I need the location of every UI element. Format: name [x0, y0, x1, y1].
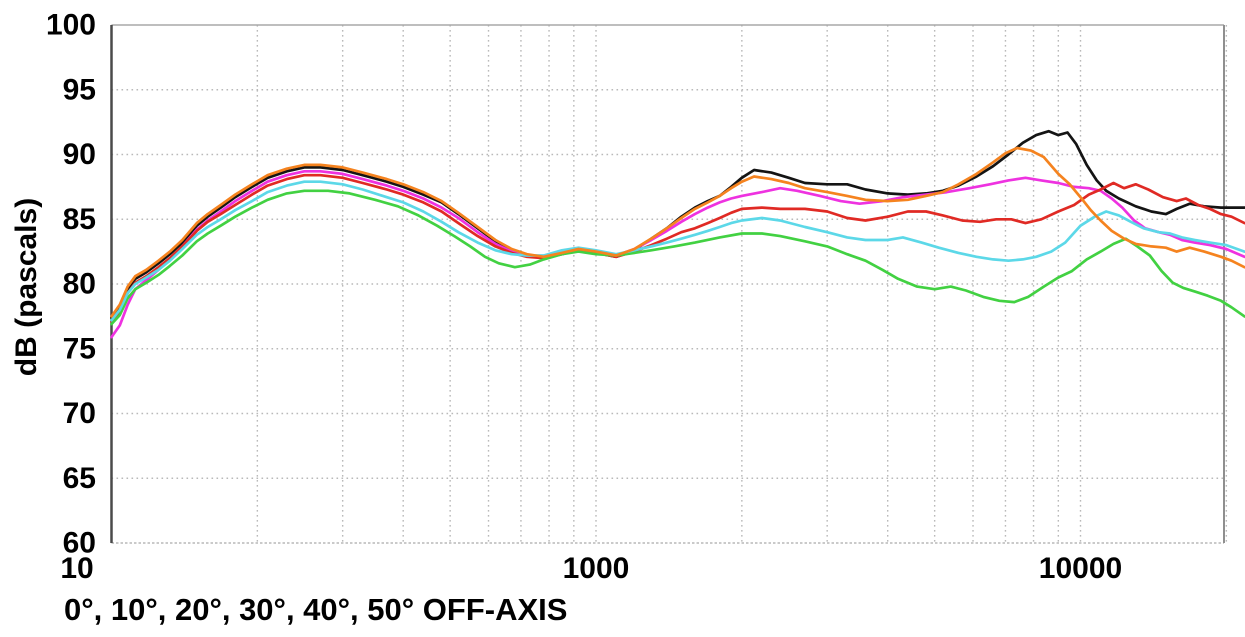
y-tick-label: 65 — [63, 462, 96, 495]
y-tick-label: 60 — [63, 527, 96, 560]
y-axis-title: dB (pascals) — [10, 197, 43, 377]
curve-20deg — [110, 169, 1245, 339]
y-tick-label: 70 — [63, 397, 96, 430]
y-tick-label: 75 — [63, 332, 96, 365]
curve-30deg — [110, 173, 1245, 323]
curve-40deg — [110, 180, 1245, 322]
y-tick-label: 85 — [63, 203, 96, 236]
off-axis-caption: 0°, 10°, 20°, 30°, 40°, 50° OFF-AXIS — [64, 592, 568, 627]
x-tick-label: 1000 — [563, 552, 630, 585]
x-tick-label: 10 — [60, 552, 93, 585]
y-tick-label: 95 — [63, 73, 96, 106]
y-tick-label: 90 — [63, 138, 96, 171]
x-tick-label: 10000 — [1039, 552, 1122, 585]
y-tick-label: 100 — [46, 9, 96, 42]
curve-10deg — [110, 146, 1245, 318]
curve-50deg — [110, 189, 1245, 326]
y-tick-label: 80 — [63, 268, 96, 301]
